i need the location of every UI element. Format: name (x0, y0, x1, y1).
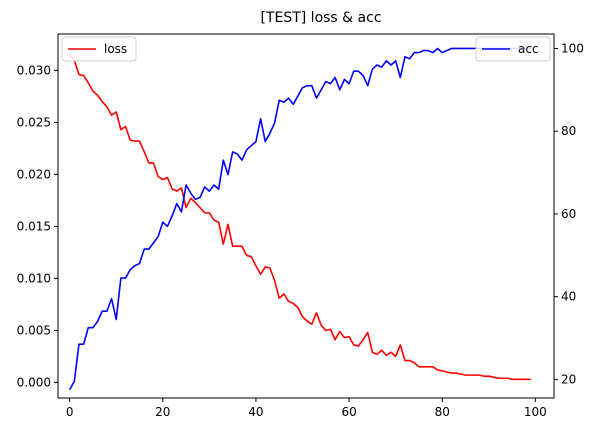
right-y-axis-ticks: 20 40 60 80 100 (554, 41, 584, 386)
series-acc (68, 47, 531, 391)
series-line-acc (68, 47, 531, 391)
left-y-tick-label: 0.015 (17, 219, 51, 233)
left-y-tick-label: 0.010 (17, 271, 51, 285)
left-y-axis-ticks: 0.000 0.005 0.010 0.015 0.020 0.025 0.030 (17, 63, 58, 389)
x-tick-label: 100 (524, 405, 547, 419)
series-loss (69, 54, 531, 381)
right-y-tick-label: 40 (561, 290, 576, 304)
legend-layer: loss acc (61, 36, 551, 62)
plot-area (58, 34, 554, 398)
left-y-tick-label: 0.030 (17, 63, 51, 77)
legend-box (475, 36, 551, 62)
legend-box (61, 36, 137, 62)
x-tick-label: 40 (248, 405, 263, 419)
left-y-tick-label: 0.000 (17, 375, 51, 389)
right-y-tick-label: 100 (561, 41, 584, 55)
legend-acc: acc (475, 36, 551, 62)
series-line-loss (69, 54, 531, 381)
left-y-tick-label: 0.020 (17, 167, 51, 181)
series-layer (68, 47, 531, 391)
left-y-tick-label: 0.005 (17, 323, 51, 337)
x-tick-label: 80 (435, 405, 450, 419)
x-tick-label: 60 (341, 405, 356, 419)
right-y-tick-label: 60 (561, 207, 576, 221)
legend-label: acc (518, 42, 539, 56)
left-y-tick-label: 0.025 (17, 115, 51, 129)
chart-title: [TEST] loss & acc (260, 10, 381, 26)
legend-loss: loss (61, 36, 137, 62)
right-y-tick-label: 20 (561, 372, 576, 386)
x-tick-label: 20 (155, 405, 170, 419)
plot-frame (57, 33, 555, 399)
x-axis-ticks: 0 20 40 60 80 100 (66, 398, 547, 419)
x-tick-label: 0 (66, 405, 74, 419)
legend-label: loss (104, 42, 127, 56)
right-y-tick-label: 80 (561, 124, 576, 138)
